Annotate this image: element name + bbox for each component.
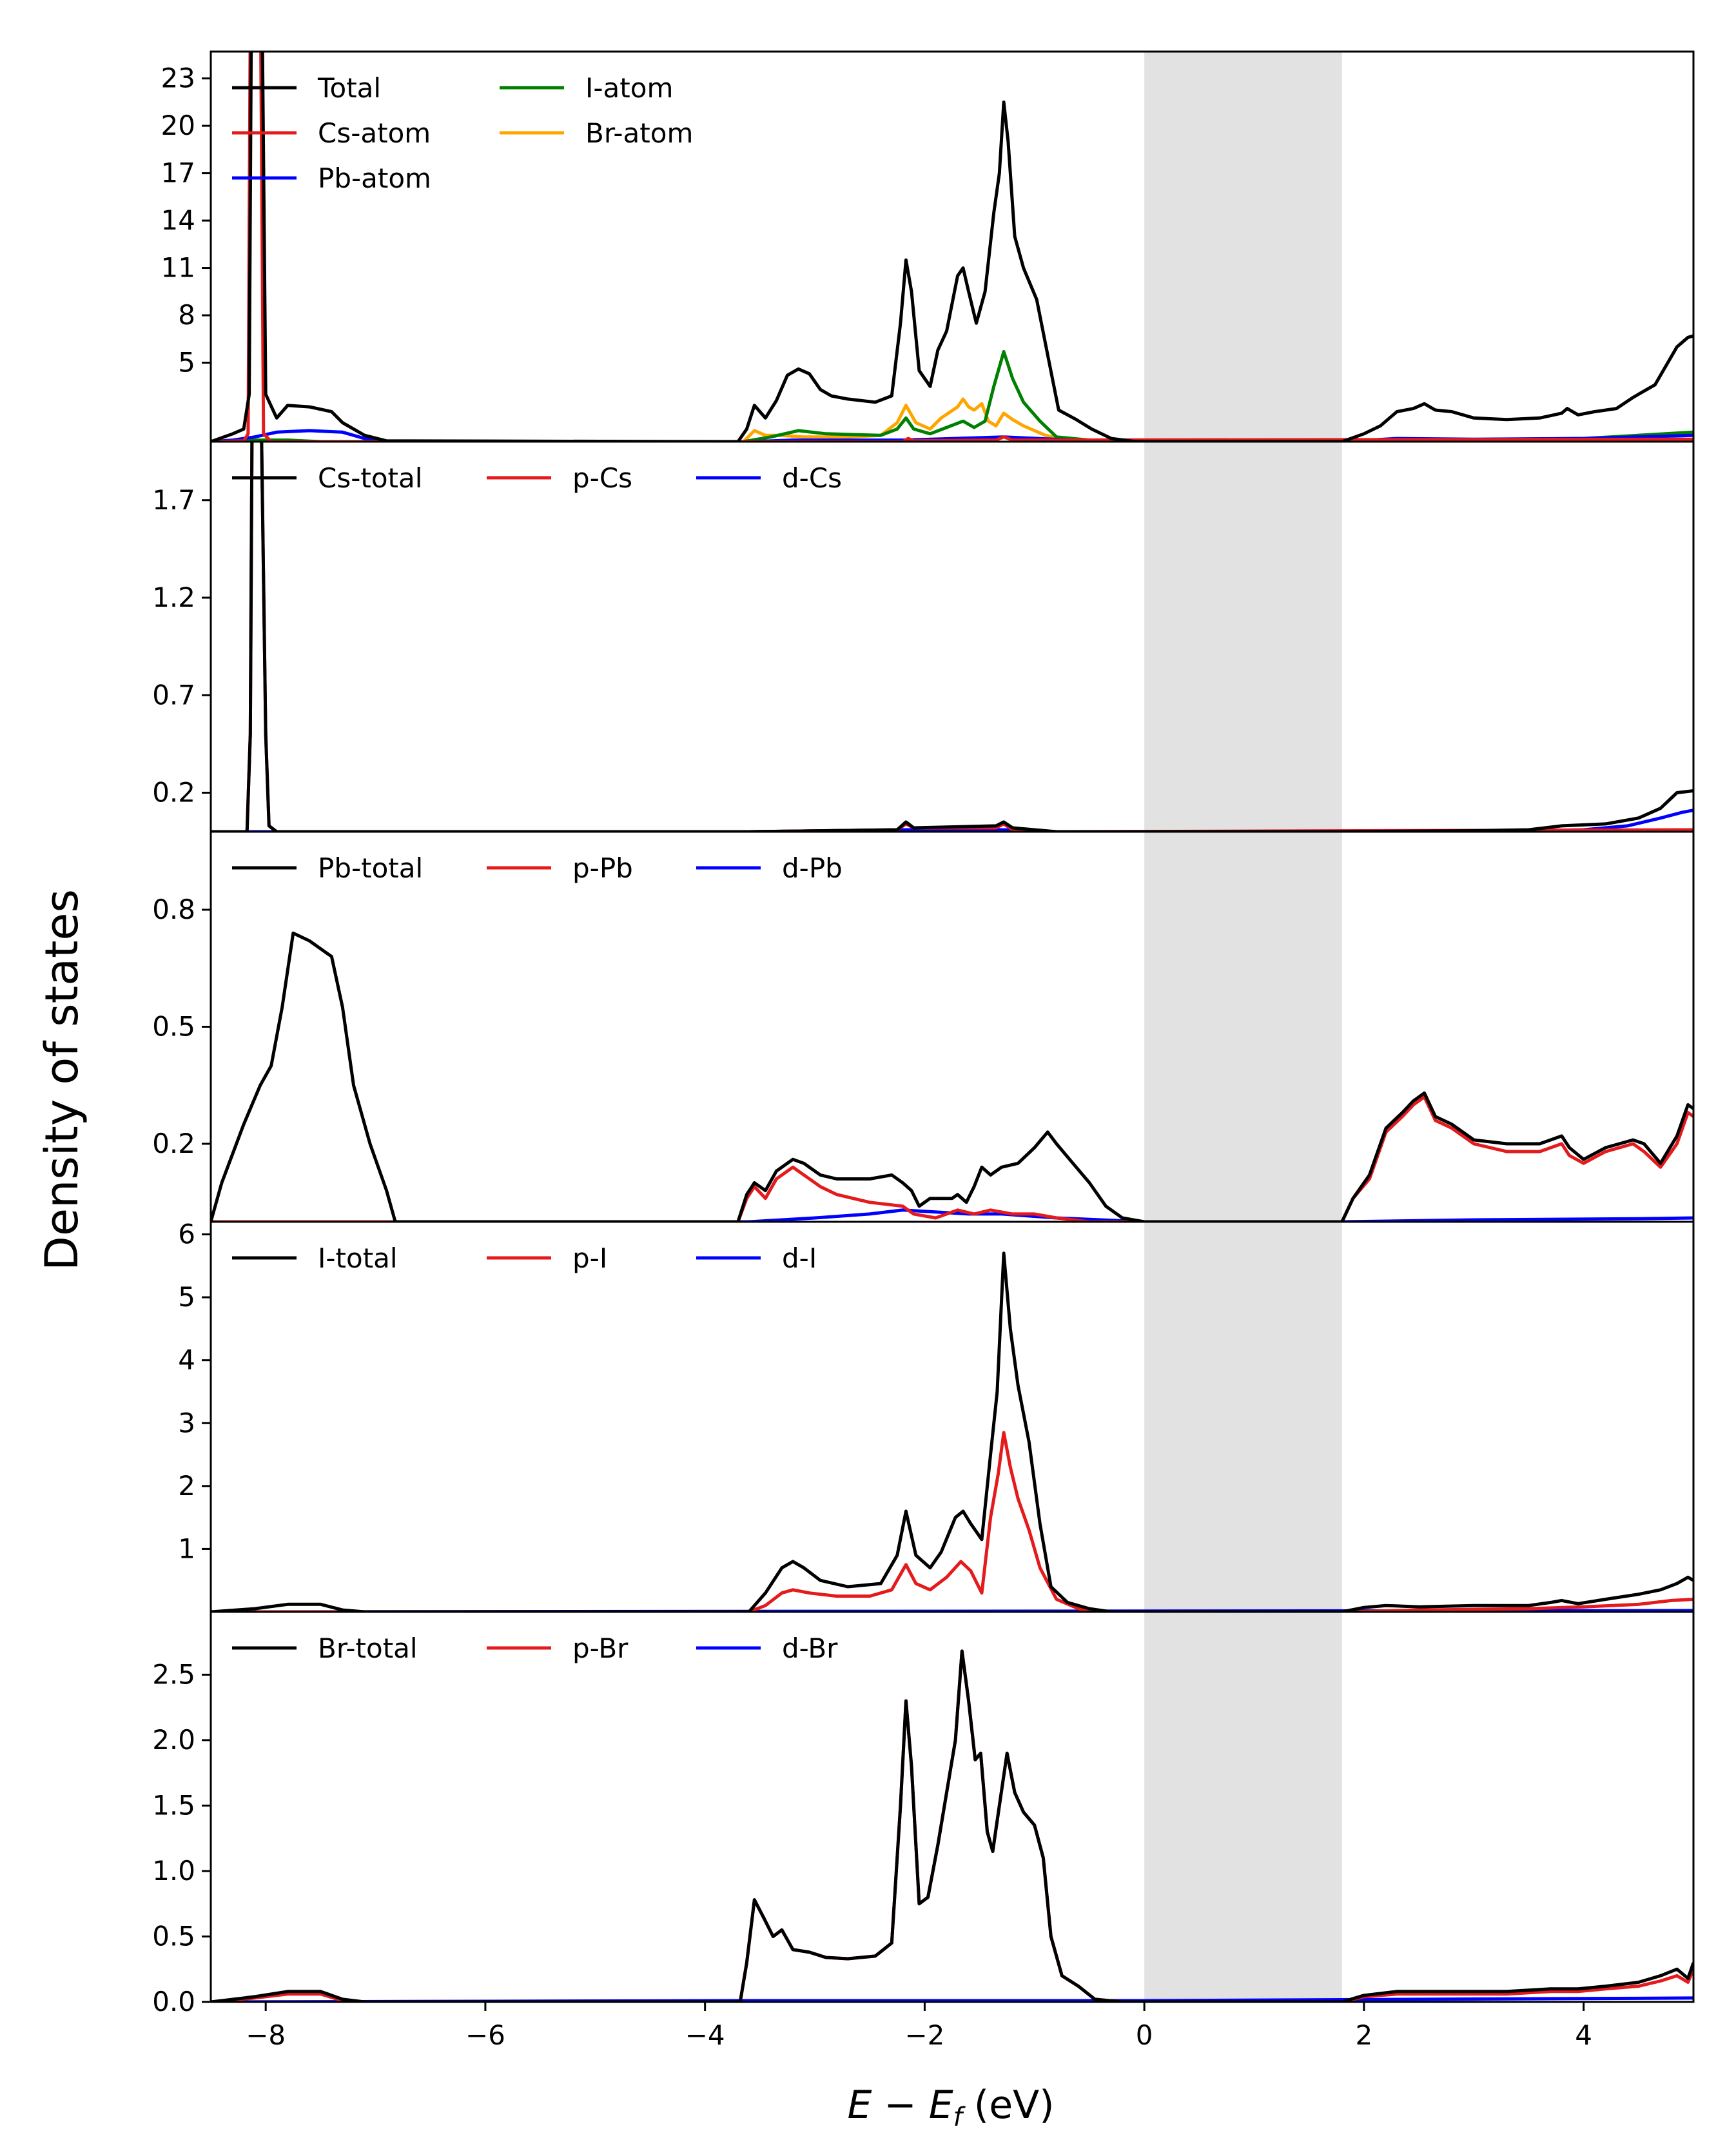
panel-frame	[210, 440, 1695, 833]
x-axis-title-unit: (eV)	[974, 2083, 1055, 2128]
series-line-p-br	[211, 1649, 1693, 2002]
series-line-total	[211, 52, 1693, 442]
y-tick-label: 2.0	[152, 1724, 195, 1756]
series-line-p-i	[211, 1431, 1693, 1612]
legend-label: Cs-total	[318, 462, 422, 494]
x-tick-label: −6	[465, 2019, 505, 2051]
legend-label: Br-atom	[585, 117, 693, 149]
series-line-d-pb	[211, 1208, 1693, 1222]
y-tick-label: 0.5	[152, 1920, 195, 1952]
legend: Total Cs-atom Pb-atom I-atom Br-atom	[232, 72, 693, 194]
legend: Br-total p-Br d-Br	[232, 1632, 838, 1664]
panel-frame	[210, 50, 1695, 443]
y-tick-label: 0.5	[152, 1011, 195, 1043]
y-tick-label: 1.7	[152, 484, 195, 516]
legend-label: d-Pb	[782, 852, 843, 884]
x-tick-label: 2	[1356, 2019, 1373, 2051]
y-tick-label: 0.0	[152, 1986, 195, 2017]
legend-label: I-atom	[585, 72, 673, 104]
y-tick-label: 14	[161, 204, 195, 236]
y-tick-label: 8	[178, 299, 195, 331]
y-tick-label: 0.2	[152, 777, 195, 809]
legend-label: p-I	[572, 1242, 607, 1274]
panel-frame	[210, 1221, 1695, 1613]
band-gap-shade	[1144, 442, 1342, 832]
legend: I-total p-I d-I	[232, 1242, 817, 1274]
legend-label: d-Br	[782, 1632, 838, 1664]
series-line-i-total	[211, 1251, 1693, 1612]
band-gap-shade	[1144, 1612, 1342, 2002]
x-axis-title-sub: f	[953, 2103, 966, 2132]
legend: Pb-total p-Pb d-Pb	[232, 852, 843, 884]
series-line-pb-total	[211, 931, 1693, 1222]
legend-label: d-I	[782, 1242, 817, 1274]
y-tick-label: 23	[161, 63, 195, 94]
x-tick-label: −2	[904, 2019, 944, 2051]
y-tick-label: 17	[161, 157, 195, 189]
legend-label: Pb-atom	[318, 162, 431, 194]
y-tick-label: 0.2	[152, 1128, 195, 1159]
band-gap-shade	[1144, 832, 1342, 1222]
y-tick-label: 5	[178, 347, 195, 378]
y-tick-label: 4	[178, 1344, 195, 1376]
y-tick-label: 2	[178, 1470, 195, 1502]
x-tick-label: −8	[246, 2019, 286, 2051]
y-tick-label: 5	[178, 1281, 195, 1313]
y-axis-title: Density of states	[35, 889, 88, 1271]
y-tick-label: 1	[178, 1533, 195, 1564]
panel-total: 5 8 11 14 17 20 23 Total Cs-atom Pb-atom I-atom Br-…	[161, 50, 1695, 443]
legend-label: I-total	[318, 1242, 398, 1274]
legend-label: d-Cs	[782, 462, 842, 494]
legend: Cs-total p-Cs d-Cs	[232, 462, 842, 494]
y-tick-label: 3	[178, 1407, 195, 1438]
y-tick-label: 1.5	[152, 1789, 195, 1821]
series-line-br-total	[211, 1649, 1693, 2002]
series-line-cs-total	[211, 442, 1693, 832]
band-gap-shade	[1144, 52, 1342, 442]
series-line-br-atom	[211, 397, 1693, 442]
panel-br: 0.0 0.5 1.0 1.5 2.0 2.5 −8 −6 −4 −2 0 2 4 Br-total p-B…	[152, 1611, 1695, 2051]
series-group	[211, 1649, 1693, 2002]
series-line-cs-atom	[211, 52, 1693, 442]
band-gap-shade	[1144, 1222, 1342, 1612]
series-group	[211, 52, 1693, 442]
panel-pb: 0.2 0.5 0.8 Pb-total p-Pb d-Pb	[152, 830, 1695, 1223]
y-tick-label: 20	[161, 110, 195, 141]
x-axis-title: E − Ef (eV)	[847, 2083, 1054, 2132]
legend-label: p-Pb	[572, 852, 633, 884]
y-tick-label: 1.0	[152, 1855, 195, 1887]
y-tick-label: 1.2	[152, 582, 195, 613]
y-tick-label: 11	[161, 252, 195, 284]
y-tick-label: 2.5	[152, 1658, 195, 1690]
series-line-p-pb	[211, 1095, 1693, 1222]
legend-label: Total	[317, 72, 381, 104]
legend-label: Br-total	[318, 1632, 418, 1664]
legend-label: p-Br	[572, 1632, 629, 1664]
y-tick-label: 6	[178, 1219, 195, 1250]
legend-label: Cs-atom	[318, 117, 431, 149]
legend-label: p-Cs	[572, 462, 632, 494]
series-group	[211, 931, 1693, 1222]
legend-label: Pb-total	[318, 852, 423, 884]
series-group	[211, 1251, 1693, 1612]
x-tick-label: −4	[685, 2019, 725, 2051]
y-tick-label: 0.8	[152, 894, 195, 925]
panel-frame	[210, 830, 1695, 1223]
x-axis-title-main: E − E	[847, 2083, 953, 2128]
x-tick-label: 4	[1575, 2019, 1592, 2051]
panel-i: 1 2 3 4 5 6 I-total p-I d-I	[178, 1219, 1695, 1613]
panel-cs: 0.2 0.7 1.2 1.7 Cs-total p-Cs d-Cs	[152, 440, 1695, 833]
x-tick-label: 0	[1136, 2019, 1153, 2051]
series-line-i-atom	[211, 349, 1693, 442]
y-tick-label: 0.7	[152, 679, 195, 711]
panel-frame	[210, 1611, 1695, 2003]
